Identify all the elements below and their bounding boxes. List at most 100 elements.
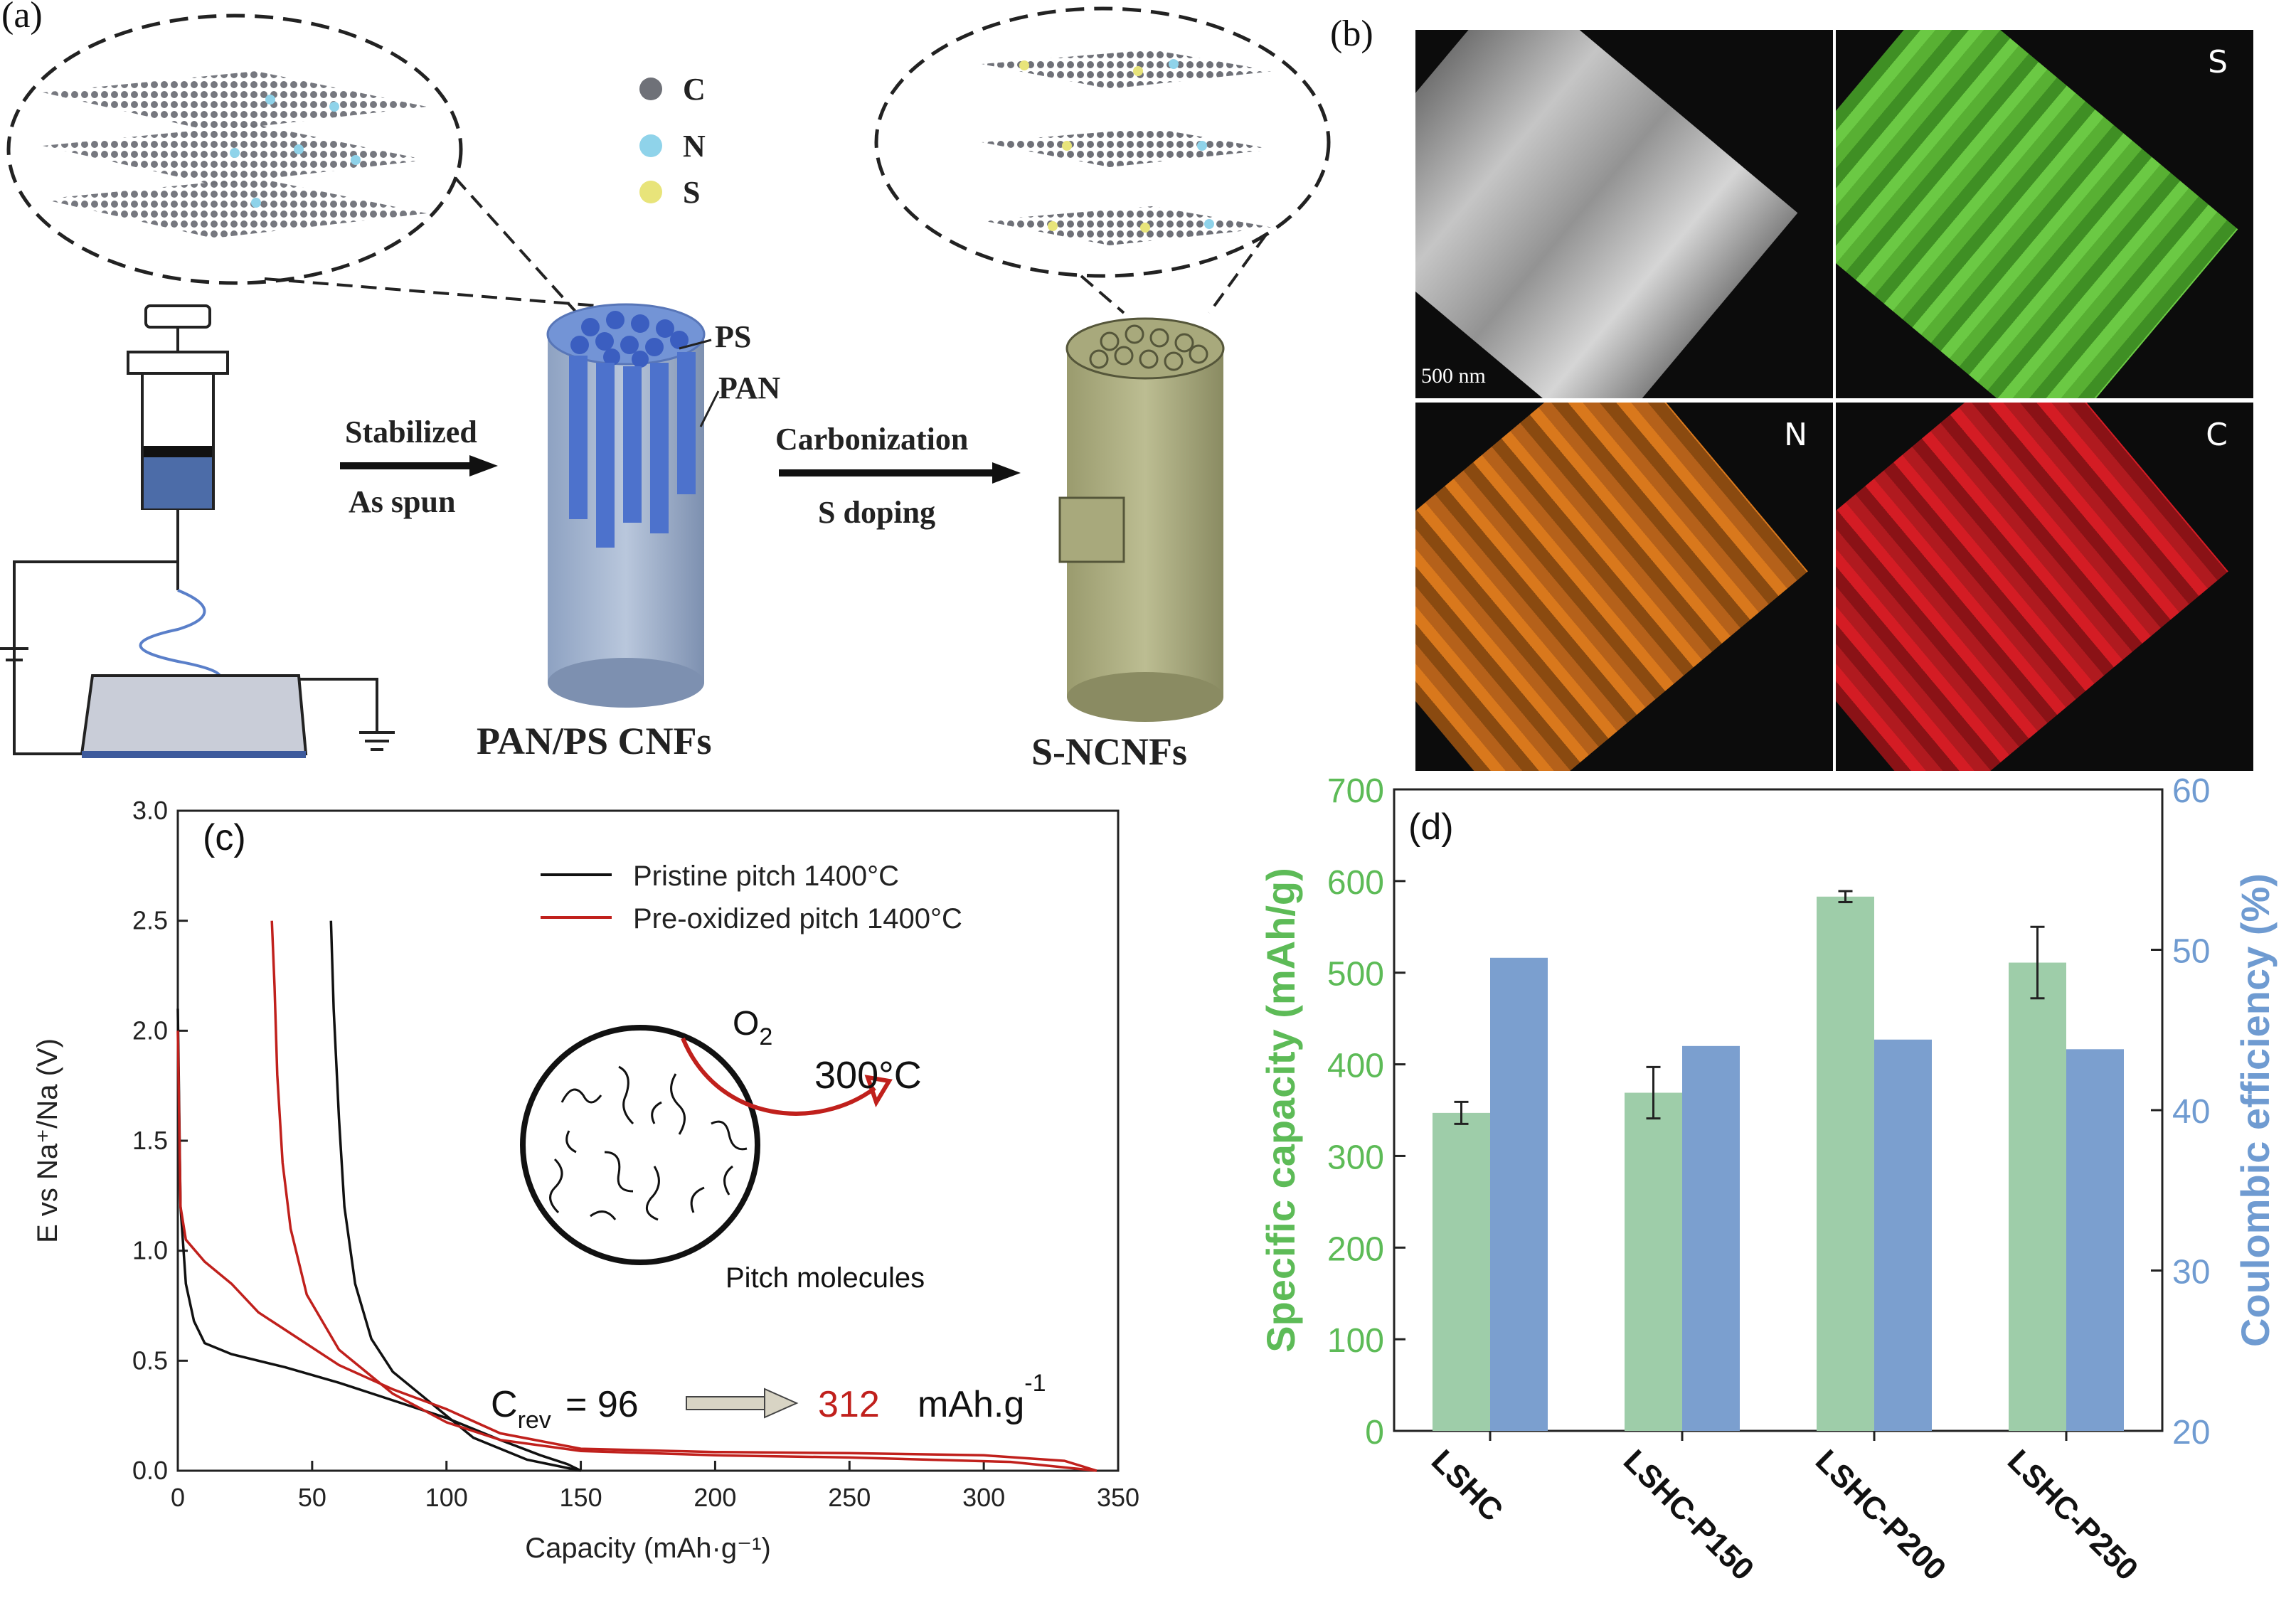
y1-tick-label: 300 bbox=[1327, 1139, 1384, 1176]
legend-n-label: N bbox=[683, 129, 706, 164]
y-tick-label: 1.5 bbox=[132, 1126, 168, 1155]
product2-label: S-NCNFs bbox=[1031, 730, 1187, 773]
y2-tick-label: 30 bbox=[2172, 1254, 2210, 1292]
gas-label: O2 bbox=[733, 1005, 772, 1050]
x-tick-label: 300 bbox=[962, 1483, 1005, 1512]
graphene-sheets-left bbox=[43, 71, 427, 238]
pitch-molecule-circle bbox=[520, 1025, 760, 1265]
pan-ps-fiber bbox=[546, 303, 706, 708]
x-tick-label: 50 bbox=[298, 1483, 326, 1512]
x-tick-label: 150 bbox=[560, 1483, 602, 1512]
y2-axis-label: Coulombic efficiency (%) bbox=[2233, 873, 2278, 1347]
s-ncnf-fiber bbox=[1058, 317, 1225, 722]
zoom-bubble-left bbox=[6, 14, 463, 285]
syringe bbox=[127, 304, 229, 590]
y2-tick-label: 20 bbox=[2172, 1414, 2210, 1452]
capacity-bar bbox=[1817, 896, 1874, 1431]
x-tick-label: 0 bbox=[171, 1483, 185, 1512]
capacity-bar bbox=[1433, 1112, 1490, 1431]
product1-label: PAN/PS CNFs bbox=[477, 720, 712, 762]
circuit bbox=[0, 560, 395, 755]
efficiency-bar bbox=[1682, 1045, 1740, 1431]
ps-label: PS bbox=[715, 319, 751, 354]
y1-tick-label: 200 bbox=[1327, 1230, 1384, 1268]
y-tick-label: 0.0 bbox=[132, 1456, 168, 1485]
arrow-carbonization bbox=[779, 462, 1021, 484]
nitrogen-map-label: N bbox=[1784, 417, 1807, 453]
panel-a: C N S PS PAN Stabilized As spun Carboniz… bbox=[0, 0, 1373, 775]
y1-axis-label: Specific capacity (mAh/g) bbox=[1258, 868, 1303, 1353]
y1-tick-label: 100 bbox=[1327, 1322, 1384, 1360]
capacity-bar bbox=[1625, 1092, 1682, 1431]
panel-c-label: (c) bbox=[203, 817, 246, 858]
x-tick-label: 350 bbox=[1097, 1483, 1139, 1512]
x-category-label: LSHC-P200 bbox=[1809, 1443, 1952, 1587]
arrow-stabilized bbox=[340, 455, 498, 476]
y-tick-label: 1.0 bbox=[132, 1236, 168, 1265]
crev-after-value: 312 bbox=[818, 1384, 880, 1425]
y-tick-label: 0.5 bbox=[132, 1346, 168, 1375]
schematic-svg: C N S PS PAN Stabilized As spun Carboniz… bbox=[0, 6, 1331, 773]
step1-bottom-label: As spun bbox=[349, 484, 455, 519]
crev-label: Crev bbox=[491, 1384, 551, 1434]
x-axis-label: Capacity (mAh·g⁻¹) bbox=[525, 1533, 771, 1564]
legend-s-dot bbox=[639, 181, 662, 203]
capacity-bar bbox=[2009, 962, 2066, 1431]
panel-a-label: (a) bbox=[1, 0, 43, 36]
efficiency-bar bbox=[1490, 957, 1548, 1431]
zoom-bubble-right bbox=[874, 6, 1331, 278]
legend-c-dot bbox=[639, 78, 662, 100]
panel-c: 0 50 100 150 200 250 300 350 0.0 0.5 1.0 1.5 2.0 2.5… bbox=[0, 789, 1152, 1599]
temperature-label: 300°C bbox=[814, 1054, 922, 1097]
legend-label-preoxidized: Pre-oxidized pitch 1400°C bbox=[633, 903, 962, 934]
x-category-label: LSHC bbox=[1425, 1443, 1509, 1528]
pan-label: PAN bbox=[718, 371, 780, 405]
collector-plate bbox=[80, 674, 308, 755]
efficiency-bar bbox=[1874, 1039, 1932, 1431]
y1-tick-label: 500 bbox=[1327, 956, 1384, 994]
legend-label-pristine: Pristine pitch 1400°C bbox=[633, 861, 899, 892]
voltage-profile-chart: 0 50 100 150 200 250 300 350 0.0 0.5 1.0 1.5 2.0 2.5… bbox=[32, 796, 1139, 1564]
y-axis-label: E vs Na⁺/Na (V) bbox=[32, 1038, 63, 1243]
x-category-label: LSHC-P150 bbox=[1617, 1443, 1760, 1587]
y-tick-label: 2.5 bbox=[132, 906, 168, 935]
y1-tick-label: 0 bbox=[1365, 1414, 1384, 1452]
y1-tick-label: 700 bbox=[1327, 775, 1384, 810]
x-tick-label: 200 bbox=[693, 1483, 736, 1512]
step2-bottom-label: S doping bbox=[818, 495, 935, 530]
capacity-efficiency-chart: 0 100 200 300 400 500 600 700 20 30 40 50 60 LSHC LS… bbox=[1258, 772, 2278, 1587]
legend-n-dot bbox=[639, 134, 662, 157]
y2-tick-label: 40 bbox=[2172, 1093, 2210, 1131]
circle-label: Pitch molecules bbox=[726, 1262, 925, 1294]
x-category-label: LSHC-P250 bbox=[2001, 1443, 2144, 1587]
series-pristine-charge-curve bbox=[329, 920, 581, 1472]
legend-s-label: S bbox=[683, 175, 700, 210]
graphene-sheets-right bbox=[982, 50, 1273, 245]
nitrogen-map: N bbox=[1415, 403, 1833, 771]
carbon-map-label: C bbox=[2206, 417, 2228, 453]
step2-top-label: Carbonization bbox=[775, 422, 968, 457]
x-tick-label: 100 bbox=[425, 1483, 468, 1512]
y-tick-label: 3.0 bbox=[132, 796, 168, 825]
efficiency-bar bbox=[2066, 1049, 2124, 1431]
y2-tick-label: 50 bbox=[2172, 933, 2210, 971]
series-preoxidized-discharge-curve bbox=[176, 1030, 1097, 1472]
y2-tick-label: 60 bbox=[2172, 775, 2210, 810]
panel-d-label: (d) bbox=[1408, 806, 1454, 848]
y-tick-label: 2.0 bbox=[132, 1016, 168, 1045]
sulfur-map: S bbox=[1836, 30, 2253, 398]
panel-b: (b) 500 nm S N C bbox=[1330, 0, 2296, 775]
series-preoxidized-charge-curve bbox=[270, 920, 1097, 1472]
haadf-image: 500 nm bbox=[1415, 30, 1833, 398]
oxidation-arrow bbox=[681, 1037, 876, 1116]
panel-d: 0 100 200 300 400 500 600 700 20 30 40 50 60 LSHC LS… bbox=[1223, 772, 2296, 1599]
crev-unit: mAh.g-1 bbox=[918, 1370, 1046, 1425]
panel-b-label: (b) bbox=[1330, 14, 1373, 54]
legend-c-label: C bbox=[683, 72, 706, 107]
x-tick-label: 250 bbox=[828, 1483, 871, 1512]
y1-tick-label: 400 bbox=[1327, 1048, 1384, 1085]
step1-top-label: Stabilized bbox=[345, 415, 477, 449]
series-pristine-discharge-curve bbox=[176, 1008, 582, 1472]
sulfur-map-label: S bbox=[2208, 44, 2228, 80]
crev-arrow bbox=[686, 1388, 799, 1419]
